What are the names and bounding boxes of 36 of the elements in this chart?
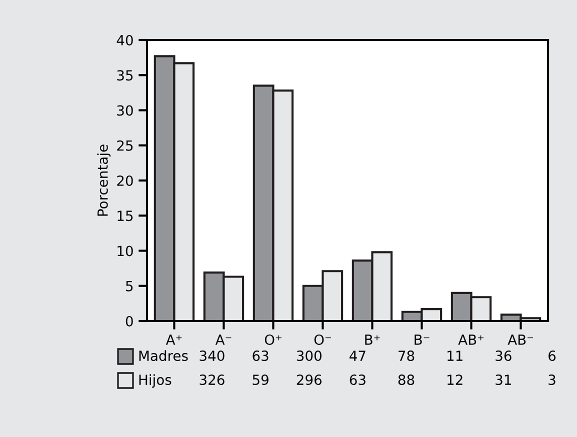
x-tick-label: AB⁺ xyxy=(458,334,484,345)
x-tick-label: O⁻ xyxy=(314,334,331,345)
text: 340 xyxy=(200,350,224,362)
text: 31 xyxy=(496,374,511,386)
text: 11 xyxy=(448,350,462,361)
y-tick-label: 35 xyxy=(117,70,133,81)
text: 3 xyxy=(548,374,556,386)
y-tick-label: 40 xyxy=(116,34,133,46)
y-tick-label: 0 xyxy=(126,316,133,326)
text: 63 xyxy=(350,374,366,386)
text: 326 xyxy=(200,374,224,386)
text: 88 xyxy=(398,374,414,386)
text: 36 xyxy=(496,350,512,362)
x-tick-label: B⁺ xyxy=(365,334,380,345)
y-tick-label: 25 xyxy=(117,140,133,151)
y-tick-label: 10 xyxy=(118,246,133,256)
y-tick-label: 20 xyxy=(117,175,133,186)
x-tick-label: AB⁻ xyxy=(508,334,534,345)
text: 59 xyxy=(252,374,268,386)
x-tick-label: A⁺ xyxy=(166,334,182,345)
text: 12 xyxy=(448,374,462,385)
text: 296 xyxy=(296,374,322,386)
text: 6 xyxy=(548,350,556,362)
legend-label: Hijos xyxy=(139,374,172,388)
y-tick-label: 30 xyxy=(117,105,133,116)
text: 47 xyxy=(350,350,366,361)
x-tick-label: A⁻ xyxy=(215,334,232,345)
text: 78 xyxy=(398,350,414,362)
text: 63 xyxy=(252,350,268,362)
x-tick-label: B⁻ xyxy=(414,334,430,345)
legend-label: Madres xyxy=(139,350,188,362)
y-tick-label: 5 xyxy=(126,281,133,292)
y-tick-label: 15 xyxy=(118,210,133,222)
y-axis-title: Porcentaje xyxy=(97,144,111,216)
x-tick-label: O⁺ xyxy=(264,334,282,345)
text: 300 xyxy=(296,350,322,362)
